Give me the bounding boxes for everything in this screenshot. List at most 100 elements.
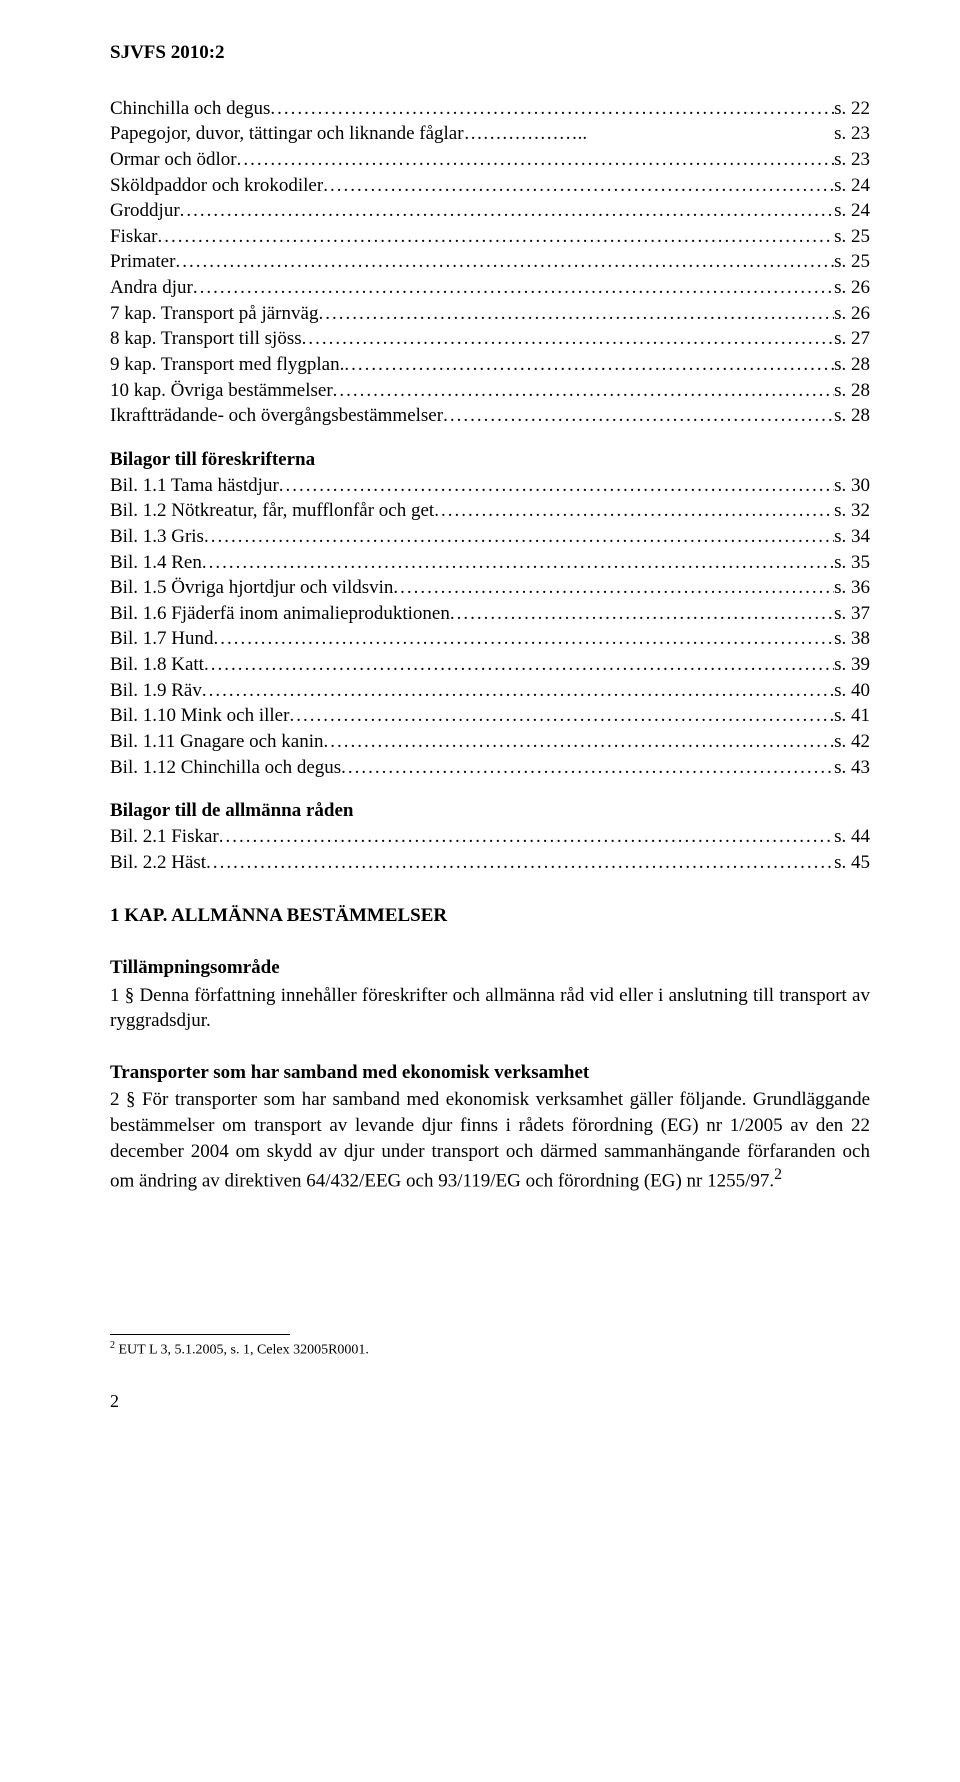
- toc-label: 8 kap. Transport till sjöss: [110, 326, 302, 352]
- toc-page: s. 38: [834, 626, 870, 652]
- toc-page: s. 26: [834, 275, 870, 301]
- toc-line: Primaters. 25: [110, 249, 870, 275]
- toc-page: s. 28: [834, 403, 870, 429]
- toc-line: Ormar och ödlor s. 23: [110, 147, 870, 173]
- toc-label: Bil. 1.11 Gnagare och kanin: [110, 729, 324, 755]
- kap-heading: 1 KAP. ALLMÄNNA BESTÄMMELSER: [110, 903, 870, 929]
- toc-page: s. 22: [834, 96, 870, 122]
- document-page: SJVFS 2010:2 Chinchilla och deguss. 22Pa…: [0, 0, 960, 1463]
- toc-page: s. 30: [834, 473, 870, 499]
- toc-line: 8 kap. Transport till sjöss s. 27: [110, 326, 870, 352]
- toc-page: s. 37: [834, 601, 870, 627]
- paragraph-1: 1 § Denna författning innehåller föreskr…: [110, 983, 870, 1034]
- toc-page: s. 45: [834, 850, 870, 876]
- toc-label: Bil. 1.4 Ren: [110, 550, 202, 576]
- toc-page: s. 42: [834, 729, 870, 755]
- toc-label: Bil. 1.2 Nötkreatur, får, mufflonfår och…: [110, 498, 434, 524]
- toc-page: s. 35: [834, 550, 870, 576]
- toc-label: Bil. 1.9 Räv: [110, 678, 202, 704]
- toc-leader-dots: [393, 575, 834, 601]
- toc-label: Bil. 1.5 Övriga hjortdjur och vildsvin: [110, 575, 393, 601]
- toc-leader-dots: [323, 173, 834, 199]
- toc-line: Bil. 1.10 Mink och illers. 41: [110, 703, 870, 729]
- document-header: SJVFS 2010:2: [110, 40, 870, 66]
- footnote-text: EUT L 3, 5.1.2005, s. 1, Celex 32005R000…: [115, 1343, 369, 1358]
- toc-label: Ikraftträdande- och övergångsbestämmelse…: [110, 403, 443, 429]
- toc-leader-dots: [434, 498, 834, 524]
- toc-leader-dots: [279, 473, 834, 499]
- toc-label: Ormar och ödlor: [110, 147, 237, 173]
- toc-page: s. 36: [834, 575, 870, 601]
- toc-page: s. 44: [834, 824, 870, 850]
- toc-line: 7 kap. Transport på järnväg s. 26: [110, 301, 870, 327]
- toc-section-allmanna-raden: Bil. 2.1 Fiskars. 44Bil. 2.2 Häst s. 45: [110, 824, 870, 875]
- toc-leader-dots: [204, 652, 834, 678]
- toc-leader-dots: [219, 824, 834, 850]
- toc-label: Groddjur: [110, 198, 180, 224]
- paragraph-2-text: 2 § För transporter som har samband med …: [110, 1089, 870, 1191]
- toc-leader-dots: [341, 755, 834, 781]
- toc-line: Ikraftträdande- och övergångsbestämmelse…: [110, 403, 870, 429]
- toc-label: Sköldpaddor och krokodiler: [110, 173, 323, 199]
- toc-leader-ellipsis: ………………..: [464, 121, 835, 147]
- toc-page: s. 23: [834, 147, 870, 173]
- toc-label: 7 kap. Transport på järnväg: [110, 301, 318, 327]
- toc-page: s. 39: [834, 652, 870, 678]
- toc-line: Bil. 2.2 Häst s. 45: [110, 850, 870, 876]
- toc-line: Bil. 1.5 Övriga hjortdjur och vildsvin s.…: [110, 575, 870, 601]
- toc-leader-dots: [206, 850, 834, 876]
- toc-line: Bil. 1.6 Fjäderfä inom animalieproduktio…: [110, 601, 870, 627]
- subheading-tillampningsomrade: Tillämpningsområde: [110, 955, 870, 981]
- toc-leader-dots: [204, 524, 834, 550]
- toc-line: Bil. 1.9 Rävs. 40: [110, 678, 870, 704]
- toc-page: s. 25: [834, 224, 870, 250]
- toc-page: s. 43: [834, 755, 870, 781]
- toc-page: s. 25: [834, 249, 870, 275]
- toc-page: s. 32: [834, 498, 870, 524]
- toc-line: Fiskars. 25: [110, 224, 870, 250]
- toc-section-foreskrifterna: Bil. 1.1 Tama hästdjurs. 30Bil. 1.2 Nötk…: [110, 473, 870, 781]
- toc-heading-foreskrifterna: Bilagor till föreskrifterna: [110, 447, 870, 473]
- toc-leader-dots: [175, 249, 834, 275]
- footnote-2: 2 EUT L 3, 5.1.2005, s. 1, Celex 32005R0…: [110, 1339, 870, 1361]
- toc-label: Bil. 1.3 Gris: [110, 524, 204, 550]
- toc-page: s. 24: [834, 198, 870, 224]
- toc-page: s. 27: [834, 326, 870, 352]
- toc-line: Bil. 1.7 Hunds. 38: [110, 626, 870, 652]
- toc-section-main: Chinchilla och deguss. 22Papegojor, duvo…: [110, 96, 870, 429]
- toc-label: Bil. 1.8 Katt: [110, 652, 204, 678]
- toc-label: Bil. 2.2 Häst: [110, 850, 206, 876]
- toc-leader-dots: [450, 601, 834, 627]
- toc-line: Sköldpaddor och krokodilers. 24: [110, 173, 870, 199]
- toc-line: Bil. 1.12 Chinchilla och deguss. 43: [110, 755, 870, 781]
- footnote-ref-2: 2: [774, 1166, 782, 1183]
- toc-leader-dots: [270, 96, 834, 122]
- paragraph-2: 2 § För transporter som har samband med …: [110, 1087, 870, 1194]
- toc-line: Bil. 1.11 Gnagare och kanin s. 42: [110, 729, 870, 755]
- toc-line: Chinchilla och deguss. 22: [110, 96, 870, 122]
- toc-line: Papegojor, duvor, tättingar och liknande…: [110, 121, 870, 147]
- toc-leader-dots: [324, 729, 835, 755]
- toc-line: Andra djurs. 26: [110, 275, 870, 301]
- toc-leader-dots: [237, 147, 834, 173]
- toc-label: Bil. 1.10 Mink och iller: [110, 703, 289, 729]
- toc-page: s. 23: [834, 121, 870, 147]
- toc-line: Bil. 1.2 Nötkreatur, får, mufflonfår och…: [110, 498, 870, 524]
- toc-leader-dots: [302, 326, 834, 352]
- toc-line: Bil. 1.8 Katt s. 39: [110, 652, 870, 678]
- toc-leader-dots: [202, 550, 834, 576]
- toc-leader-dots: [213, 626, 834, 652]
- toc-line: 9 kap. Transport med flygplan.s. 28: [110, 352, 870, 378]
- toc-page: s. 34: [834, 524, 870, 550]
- toc-label: 10 kap. Övriga bestämmelser: [110, 378, 333, 404]
- toc-leader-dots: [289, 703, 834, 729]
- toc-page: s. 28: [834, 378, 870, 404]
- toc-leader-dots: [344, 352, 834, 378]
- toc-line: Bil. 1.1 Tama hästdjurs. 30: [110, 473, 870, 499]
- toc-label: Papegojor, duvor, tättingar och liknande…: [110, 121, 464, 147]
- toc-leader-dots: [158, 224, 835, 250]
- footnote-separator: [110, 1334, 290, 1335]
- toc-leader-dots: [180, 198, 834, 224]
- toc-page: s. 28: [834, 352, 870, 378]
- toc-page: s. 26: [834, 301, 870, 327]
